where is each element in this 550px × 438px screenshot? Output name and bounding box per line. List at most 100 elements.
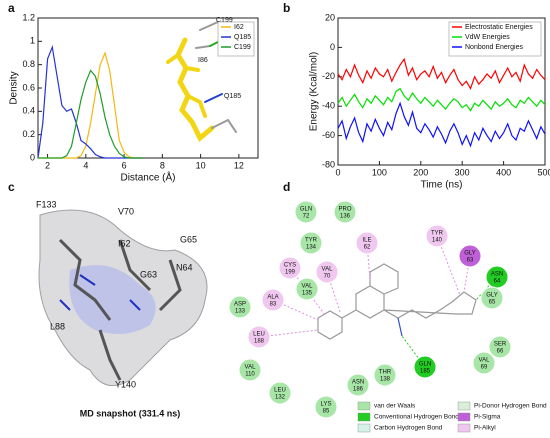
y-tick-label: 0.6 bbox=[22, 82, 35, 92]
y-tick-label: 1.2 bbox=[22, 12, 35, 22]
residue-name: GLN bbox=[419, 362, 431, 368]
residue-number: 66 bbox=[497, 349, 504, 355]
panel-label: c bbox=[8, 180, 15, 194]
legend-label: I62 bbox=[234, 24, 244, 31]
x-tick-label: 100 bbox=[372, 167, 387, 177]
legend-swatch bbox=[457, 401, 471, 411]
residue-circle bbox=[315, 260, 339, 284]
legend-label: Nonbond Energies bbox=[465, 44, 523, 51]
y-tick-label: 20 bbox=[325, 12, 335, 22]
panel-label: b bbox=[283, 1, 290, 15]
residue-number: 62 bbox=[364, 245, 371, 251]
residue-number: 133 bbox=[235, 309, 246, 315]
y-tick-label: 0 bbox=[30, 152, 35, 162]
legend-swatch bbox=[357, 412, 371, 422]
md-snapshot bbox=[20, 195, 230, 400]
residue-number: 63 bbox=[467, 258, 474, 264]
residue-label: F133 bbox=[36, 199, 57, 209]
residue-number: 83 bbox=[270, 302, 277, 308]
residue-number: 138 bbox=[380, 377, 391, 383]
legend-label: Carbon Hydrogen Bond bbox=[374, 425, 443, 432]
legend-label: Q185 bbox=[234, 34, 251, 41]
residue-number: 134 bbox=[306, 245, 317, 251]
series-line bbox=[337, 57, 546, 91]
x-tick-label: 2 bbox=[45, 160, 50, 170]
residue-number: 69 bbox=[481, 365, 488, 371]
x-tick-label: 10 bbox=[196, 160, 206, 170]
panel-label: a bbox=[8, 1, 15, 15]
legend-label: Conventional Hydrogen Bond bbox=[374, 414, 459, 421]
residue-name: TYR bbox=[305, 238, 318, 244]
series-line bbox=[37, 44, 144, 159]
residue-name: ASP bbox=[234, 302, 246, 308]
residue-name: LEU bbox=[274, 388, 286, 394]
legend-label: Pi-Alkyl bbox=[474, 425, 496, 432]
panel-label: d bbox=[283, 180, 290, 194]
x-tick-label: 500 bbox=[537, 167, 550, 177]
residue-circle bbox=[295, 277, 319, 301]
residue-circle bbox=[261, 288, 285, 312]
legend-label: Electrostatic Energies bbox=[465, 24, 533, 31]
residue-name: VAL bbox=[245, 365, 257, 371]
legend-label: van der Waals bbox=[374, 403, 416, 410]
annotation: C199 bbox=[216, 17, 233, 24]
residue-number: 136 bbox=[340, 214, 351, 220]
x-tick-label: 400 bbox=[496, 167, 511, 177]
residue-label: L88 bbox=[50, 321, 65, 331]
series-line bbox=[337, 87, 546, 112]
residue-circle bbox=[278, 256, 302, 280]
y-tick-label: 0 bbox=[330, 42, 335, 52]
residue-circle bbox=[355, 231, 379, 255]
residue-circle bbox=[458, 244, 482, 268]
y-axis-label: Energy (Kcal/mol) bbox=[309, 52, 320, 131]
residue-number: 186 bbox=[353, 387, 364, 393]
legend-box bbox=[448, 21, 542, 57]
annotation: Q185 bbox=[224, 93, 241, 100]
residue-circle bbox=[228, 295, 252, 319]
residue-circle bbox=[480, 286, 504, 310]
residue-name: GLY bbox=[486, 293, 498, 299]
series-line bbox=[337, 101, 546, 148]
residue-number: 65 bbox=[489, 300, 496, 306]
residue-name: ASN bbox=[491, 272, 503, 278]
residue-name: TYR bbox=[431, 231, 444, 237]
ligand bbox=[317, 263, 477, 340]
residue-number: 199 bbox=[285, 270, 296, 276]
residue-label: G63 bbox=[140, 269, 157, 279]
residue-number: 135 bbox=[302, 291, 313, 297]
residue-number: 188 bbox=[254, 339, 265, 345]
residue-name: SER bbox=[494, 342, 507, 348]
legend-swatch bbox=[457, 423, 471, 433]
residue-number: 132 bbox=[275, 395, 286, 401]
legend-label: VdW Energies bbox=[465, 34, 510, 41]
legend-swatch bbox=[357, 401, 371, 411]
x-tick-label: 300 bbox=[455, 167, 470, 177]
legend-label: Pi-Donor Hydrogen Bond bbox=[474, 403, 547, 410]
residue-circle bbox=[294, 200, 318, 224]
residue-circle bbox=[299, 231, 323, 255]
x-tick-label: 200 bbox=[413, 167, 428, 177]
residue-circle bbox=[425, 224, 449, 248]
y-axis-label: Density bbox=[9, 71, 20, 104]
residue-number: 70 bbox=[324, 274, 331, 280]
residue-number: 85 bbox=[323, 409, 330, 415]
residue-name: ILE bbox=[362, 238, 371, 244]
residue-name: VAL bbox=[322, 267, 334, 273]
residue-label: Y140 bbox=[115, 379, 136, 389]
residue-circle bbox=[268, 381, 292, 405]
residue-label: N64 bbox=[176, 262, 193, 272]
